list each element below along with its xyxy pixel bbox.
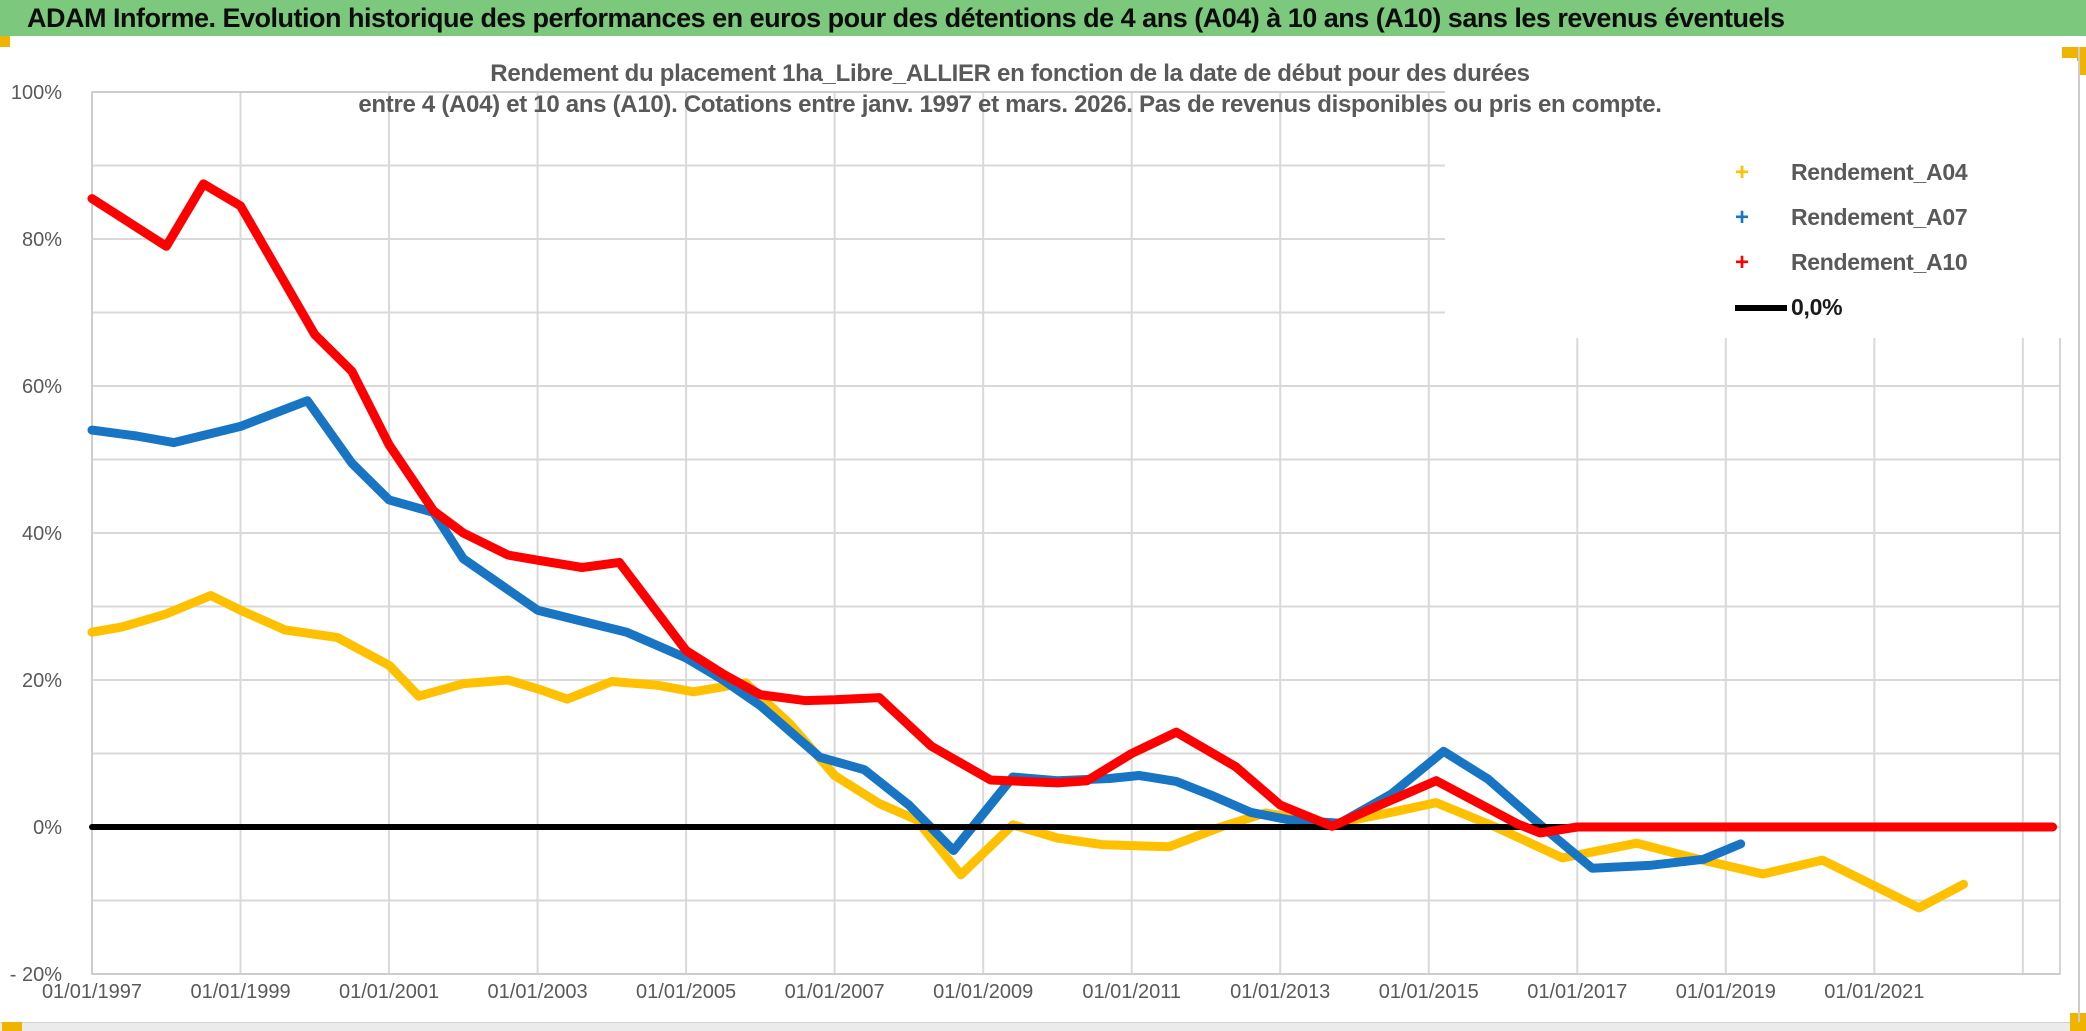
x-tick-label: 01/01/2005 (636, 981, 736, 1003)
y-tick-label: - 20% (10, 964, 62, 986)
x-tick-label: 01/01/1999 (190, 981, 290, 1003)
header-banner: ADAM Informe. Evolution historique des p… (0, 0, 2086, 36)
x-tick-label: 01/01/1997 (42, 981, 142, 1003)
legend-item: + Rendement_A10 (1445, 240, 2077, 285)
y-tick-label: 60% (22, 376, 62, 398)
legend-item: + Rendement_A07 (1445, 195, 2077, 240)
legend-label: Rendement_A04 (1791, 159, 1968, 185)
amber-accent-bottom-left (2, 1022, 22, 1031)
legend-item: 0,0% (1445, 285, 2077, 330)
bottom-bar (0, 1022, 2086, 1031)
x-tick-label: 01/01/2019 (1676, 981, 1776, 1003)
legend-plus-marker-icon: + (1735, 203, 1750, 231)
y-tick-label: 0% (33, 817, 62, 839)
legend-label: 0,0% (1791, 294, 1843, 320)
amber-accent-right-edge (2079, 47, 2086, 75)
chart-title-line2: entre 4 (A04) et 10 ans (A10). Cotations… (358, 91, 1662, 118)
chart-legend: + Rendement_A04 + Rendement_A07 + Rendement_A… (1445, 58, 2077, 338)
legend-item: + Rendement_A04 (1445, 150, 2077, 195)
x-tick-label: 01/01/2001 (339, 981, 439, 1003)
legend-plus-marker-icon: + (1735, 248, 1750, 276)
plot-border (91, 91, 2061, 975)
page-title: ADAM Informe. Evolution historique des p… (27, 2, 1785, 33)
y-tick-label: 80% (22, 229, 62, 251)
x-tick-label: 01/01/2007 (785, 981, 885, 1003)
amber-accent-bottom-right (2070, 1013, 2086, 1031)
series-rendement-a07-line (87, 396, 1746, 873)
y-tick-label: 20% (22, 670, 62, 692)
x-tick-label: 01/01/2015 (1379, 981, 1479, 1003)
y-tick-label: 40% (22, 523, 62, 545)
series-lines (87, 179, 2058, 913)
chart-title: Rendement du placement 1ha_Libre_ALLIER … (330, 58, 1690, 120)
amber-accent-top-left (0, 36, 10, 47)
x-axis-tick-labels: 01/01/1997 01/01/1999 01/01/2001 01/01/2003… (42, 981, 1924, 1003)
y-axis-tick-labels: 100% 80% 60% 40% 20% 0% - 20% (10, 82, 62, 986)
x-tick-label: 01/01/2009 (933, 981, 1033, 1003)
series-rendement-a10-line (87, 179, 2058, 838)
right-border-line (2078, 47, 2080, 1022)
y-tick-label: 100% (11, 82, 62, 104)
x-tick-label: 01/01/2011 (1082, 981, 1181, 1003)
x-tick-label: 01/01/2021 (1824, 981, 1924, 1003)
x-tick-label: 01/01/2003 (488, 981, 588, 1003)
legend-zero-line-icon (1735, 304, 1787, 311)
x-tick-label: 01/01/2013 (1230, 981, 1330, 1003)
series-rendement-a04-line (87, 591, 1968, 913)
legend-label: Rendement_A10 (1791, 249, 1968, 275)
legend-plus-marker-icon: + (1735, 158, 1750, 186)
legend-label: Rendement_A07 (1791, 204, 1968, 230)
x-tick-label: 01/01/2017 (1527, 981, 1627, 1003)
chart-title-line1: Rendement du placement 1ha_Libre_ALLIER … (490, 60, 1530, 87)
